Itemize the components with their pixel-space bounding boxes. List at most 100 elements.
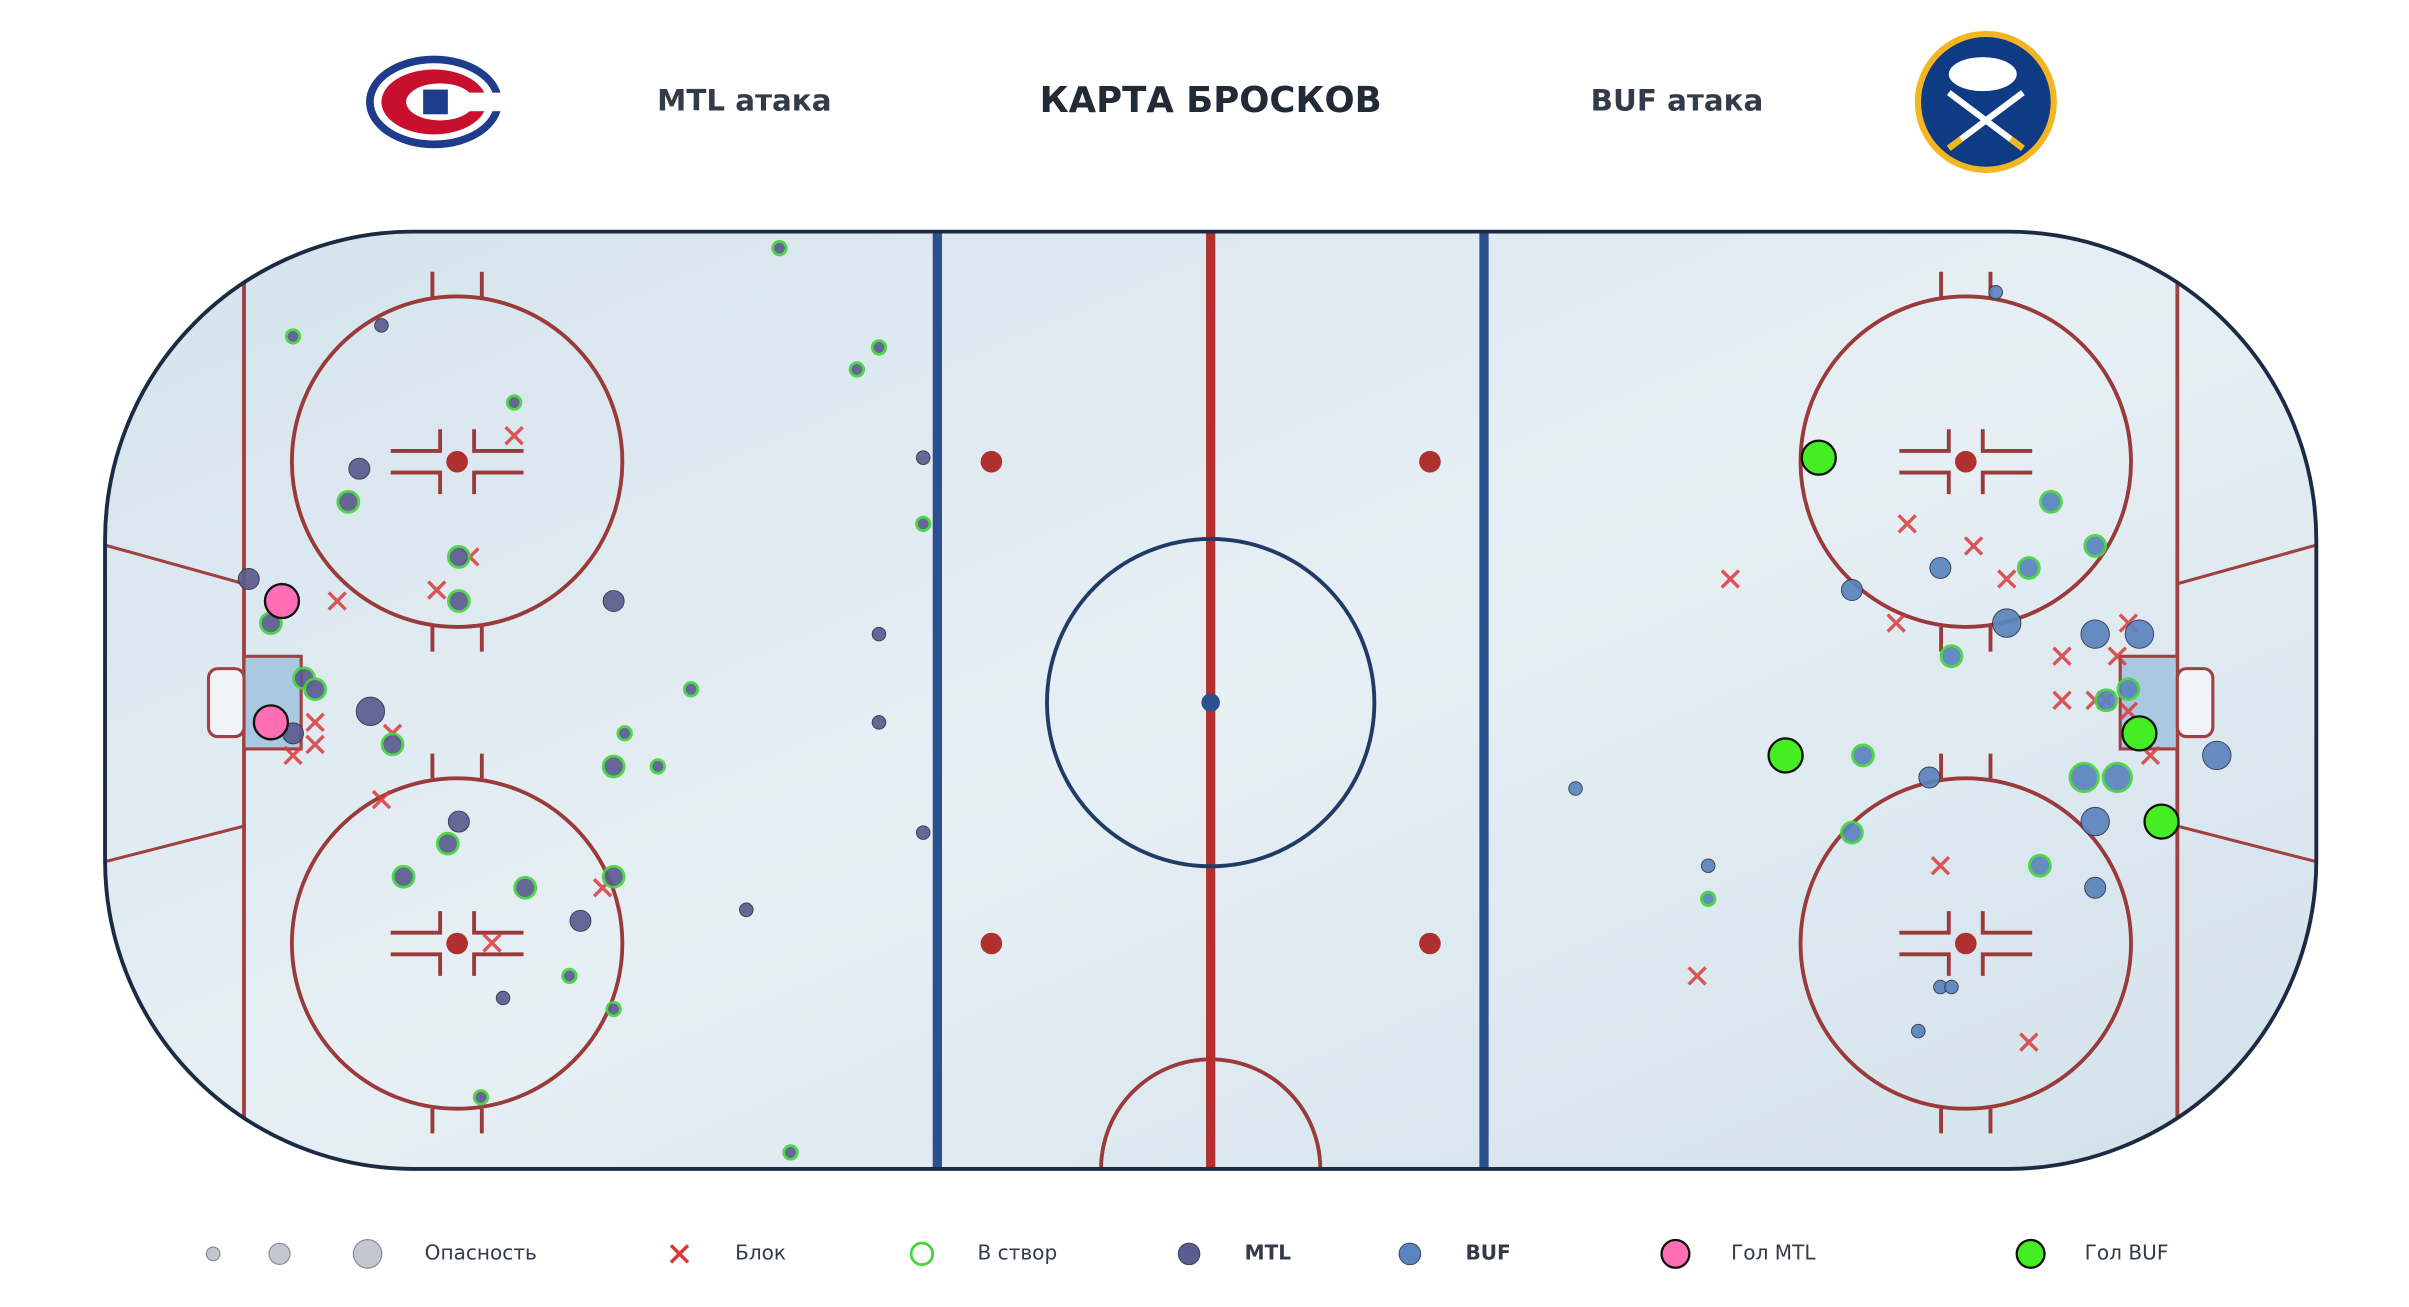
shot-mark [303, 677, 328, 702]
chart-title: КАРТА БРОСКОВ [1040, 80, 1382, 121]
shot-mark [2016, 556, 2041, 580]
shot-mark [2116, 677, 2141, 702]
shot-mark [616, 725, 633, 742]
size-legend-mark [205, 1246, 221, 1262]
shot-mark [2101, 761, 2133, 794]
block-mark [305, 712, 325, 733]
shot-mark [2124, 619, 2155, 649]
legend-label: Опасность [425, 1240, 537, 1264]
block-mark [283, 745, 303, 766]
shot-mark [848, 361, 866, 378]
shot-mark [2068, 761, 2100, 794]
shot-mark [1992, 608, 2022, 638]
shot-mark [915, 450, 931, 465]
legend-label: BUF [1465, 1240, 1510, 1264]
legend-label: MTL [1245, 1240, 1292, 1264]
shot-mark [602, 590, 625, 613]
shot-mark [1939, 644, 1964, 669]
shot-mark [601, 754, 626, 779]
shot-mark [2094, 688, 2119, 713]
block-mark [1886, 613, 1906, 633]
legend: Опасность В створ MTL BUF Гол MTL Гол BUF Блок [205, 1238, 2168, 1269]
shot-mark [1929, 556, 1952, 579]
marks [237, 239, 2232, 1161]
legend-swatch [1660, 1238, 1691, 1269]
block-mark [2052, 690, 2072, 710]
shot-mark [739, 902, 754, 918]
shot-mark [649, 758, 667, 775]
shot-mark [2083, 534, 2108, 558]
shot-mark [447, 810, 470, 833]
legend-swatch [1177, 1242, 1201, 1266]
block-mark [1963, 536, 1984, 556]
block-mark [504, 425, 524, 446]
mtl-logo [366, 55, 510, 149]
shot-mark [870, 339, 888, 356]
goal-mark [252, 704, 290, 741]
shot-mark [1840, 820, 1864, 845]
block-mark [2052, 646, 2072, 666]
shot-mark [391, 864, 416, 889]
shot-mark [1700, 890, 1717, 907]
shot-mark [374, 318, 389, 333]
shot-mark [915, 515, 932, 533]
shot-mark [2080, 806, 2110, 837]
shot-mark [513, 875, 538, 900]
right-label: BUF атака [1591, 83, 1764, 117]
shot-mark [472, 1089, 490, 1106]
shot-mark [2028, 853, 2052, 878]
legend-swatch [1398, 1242, 1422, 1266]
shot-mark [871, 626, 887, 642]
buf-logo [1914, 30, 2057, 173]
shot-mark [336, 489, 361, 514]
block-mark [427, 580, 447, 600]
shot-mark [871, 715, 887, 730]
shot-mark [2202, 740, 2232, 771]
shot-mark [682, 681, 700, 698]
goal-mark [263, 582, 301, 620]
shot-mark [569, 909, 592, 932]
shot-mark [1918, 766, 1941, 789]
legend-label: Блок [735, 1240, 786, 1264]
shot-mark [446, 545, 471, 569]
legend-swatch [2015, 1238, 2046, 1269]
block-mark [2107, 646, 2127, 666]
block-mark [2019, 1032, 2039, 1052]
size-legend-mark [352, 1239, 383, 1269]
rink [103, 229, 2319, 1171]
shot-mark [237, 568, 260, 590]
legend-label: В створ [978, 1240, 1058, 1264]
shot-mark [1988, 285, 2003, 300]
goal-mark [2143, 803, 2180, 840]
shot-mark [1700, 858, 1716, 873]
shot-mark [1568, 781, 1583, 796]
shot-mark [605, 1000, 622, 1018]
shot-mark [2084, 876, 2107, 899]
shot-mark [1944, 979, 1959, 995]
block-mark [1997, 569, 2017, 589]
shot-mark [2080, 619, 2110, 649]
legend-label: Гол MTL [1731, 1240, 1816, 1264]
block-mark [1897, 514, 1917, 534]
block-mark [1930, 856, 1951, 876]
block-mark [1720, 569, 1741, 589]
shot-mark [1851, 743, 1875, 768]
shot-mark [601, 864, 626, 889]
block-mark [482, 933, 502, 953]
goal-mark [1767, 737, 1804, 774]
shot-mark [2039, 489, 2063, 514]
shot-mark [435, 831, 460, 856]
shot-mark [355, 696, 386, 726]
block-mark [305, 734, 325, 755]
size-legend-mark [268, 1242, 291, 1265]
shot-mark [782, 1144, 799, 1161]
block-mark [1687, 966, 1707, 986]
shot-mark [284, 328, 302, 345]
shot-mark [446, 589, 471, 613]
block-mark [327, 591, 347, 611]
shot-mark [505, 394, 523, 411]
legend-swatch [669, 1244, 690, 1264]
shot-mark [771, 239, 788, 257]
